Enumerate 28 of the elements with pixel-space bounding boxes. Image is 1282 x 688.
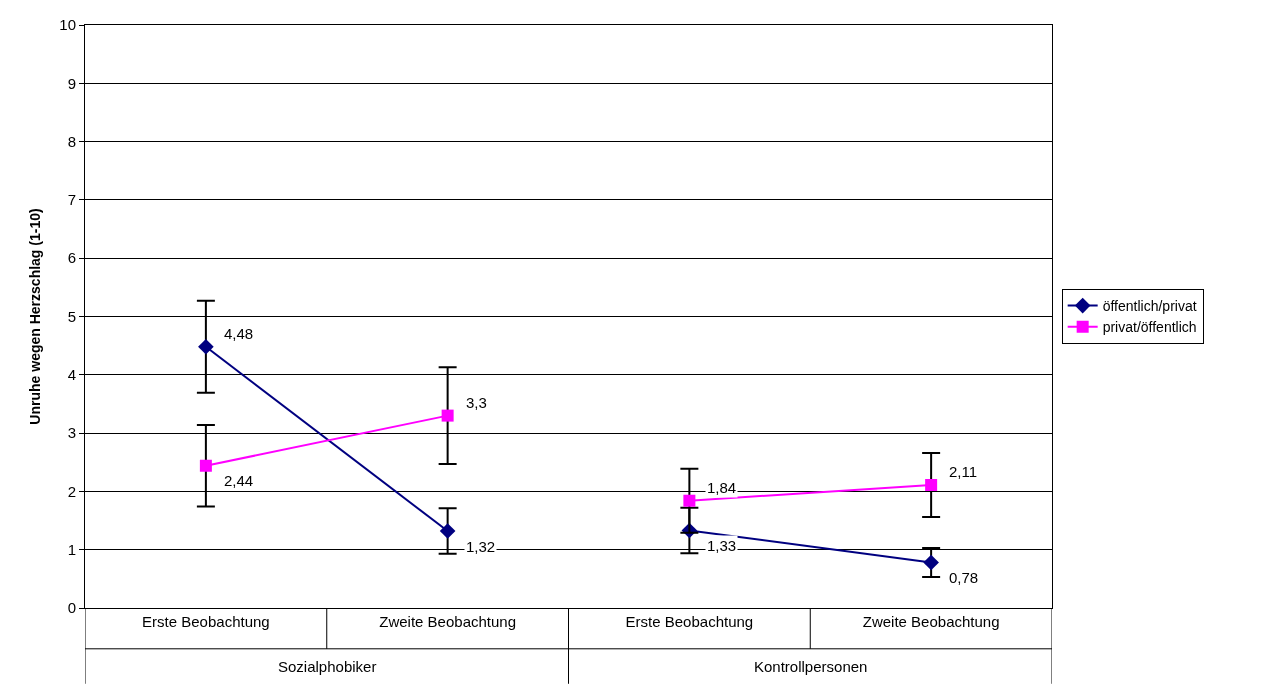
y-axis-title: Unruhe wegen Herzschlag (1-10)	[26, 208, 43, 425]
y-tick-label: 4	[67, 366, 76, 384]
text: Sozialphobiker	[278, 658, 377, 675]
x-tick-label: Erste Beobachtung	[142, 613, 270, 630]
y-tick-label: 6	[67, 249, 76, 267]
y-tick-label: 10	[59, 16, 76, 34]
legend-label: privat/öffentlich	[1102, 319, 1197, 336]
y-tick-label: 5	[67, 307, 76, 325]
x-tick-label: Zweite Beobachtung	[862, 613, 1000, 630]
y-tick-label: 8	[67, 132, 76, 150]
x-tick-label: Zweite Beobachtung	[379, 613, 517, 630]
y-tick-label: 7	[67, 191, 76, 209]
data-label: 1,33	[707, 537, 737, 554]
data-label: 0,78	[949, 569, 979, 586]
y-tick-label: 1	[67, 540, 76, 558]
data-label: 2,44	[224, 472, 254, 489]
data-label: 3,3	[466, 394, 487, 411]
y-tick-label: 3	[67, 424, 76, 442]
x-tick-label: Erste Beobachtung	[625, 613, 754, 630]
data-label: 4,48	[224, 325, 254, 342]
legend-label: öffentlich/privat	[1102, 298, 1197, 315]
y-tick-label: 2	[67, 482, 76, 500]
text: Kontrollpersonen	[754, 658, 868, 675]
data-label: 1,32	[466, 538, 496, 555]
y-tick-label: 9	[67, 74, 76, 92]
data-label: 2,11	[949, 463, 978, 480]
y-tick-label: 0	[67, 599, 76, 617]
data-label: 1,84	[707, 479, 737, 496]
